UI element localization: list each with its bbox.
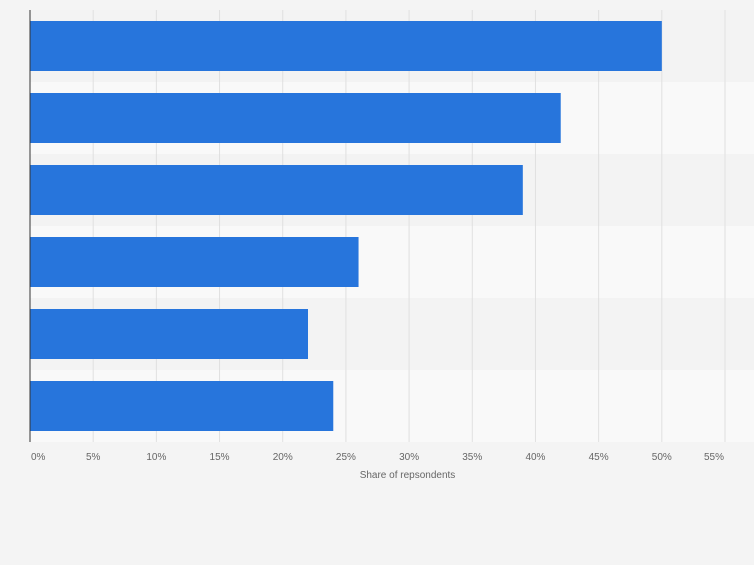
row-bands <box>30 10 754 442</box>
x-axis-label: Share of repsondents <box>360 470 456 481</box>
x-tick-label: 55% <box>704 452 724 463</box>
bar[interactable] <box>30 237 359 287</box>
x-tick-label: 20% <box>273 452 293 463</box>
x-tick-label: 30% <box>399 452 419 463</box>
x-tick-label: 10% <box>146 452 166 463</box>
x-tick-label: 5% <box>86 452 101 463</box>
x-tick-label: 35% <box>462 452 482 463</box>
x-tick-label: 50% <box>652 452 672 463</box>
x-tick-label: 45% <box>589 452 609 463</box>
bar[interactable] <box>30 165 523 215</box>
bar[interactable] <box>30 93 561 143</box>
grid-lines <box>92 10 726 442</box>
bar[interactable] <box>30 381 334 431</box>
x-tick-label: 0% <box>31 452 46 463</box>
x-tick-label: 25% <box>336 452 356 463</box>
x-tick-label: 40% <box>525 452 545 463</box>
bar[interactable] <box>30 309 308 359</box>
bars <box>30 21 662 431</box>
bar[interactable] <box>30 21 662 71</box>
x-tick-label: 15% <box>210 452 230 463</box>
x-axis-tick-labels: 0% 5% 10% 15% 20% 25% 30% 35% 40% 45% 50% 55% <box>31 452 724 463</box>
